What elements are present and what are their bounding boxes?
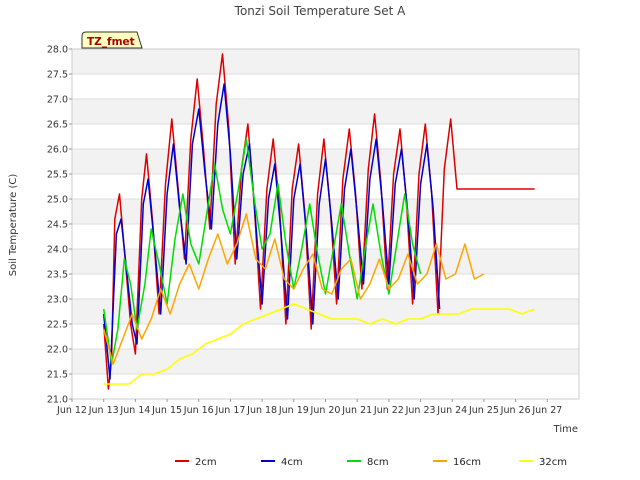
x-tick-label: Jun 12 <box>56 405 87 416</box>
x-tick-label: Jun 15 <box>151 405 182 416</box>
x-tick-label: Jun 16 <box>183 405 214 416</box>
x-tick-label: Jun 21 <box>341 405 372 416</box>
plot-band <box>72 349 579 374</box>
y-tick-label: 27.5 <box>47 70 68 81</box>
x-axis-title: Time <box>553 424 578 435</box>
series-lines <box>102 53 535 390</box>
series-line-32cm <box>103 303 535 385</box>
plot-band <box>72 99 579 124</box>
y-tick-label: 22.5 <box>47 320 68 331</box>
x-tick-label: Jun 14 <box>119 405 150 416</box>
x-tick-label: Jun 24 <box>436 405 467 416</box>
x-tick-label: Jun 20 <box>310 405 341 416</box>
y-tick-label: 25.5 <box>47 170 68 181</box>
x-tick-label: Jun 26 <box>500 405 531 416</box>
legend-label-8cm: 8cm <box>367 457 389 468</box>
legend-label-4cm: 4cm <box>281 457 303 468</box>
x-tick-label: Jun 17 <box>214 405 245 416</box>
plot-band <box>72 299 579 324</box>
y-tick-label: 28.0 <box>47 45 68 56</box>
x-tick-label: Jun 19 <box>278 405 309 416</box>
series-line-16cm <box>102 213 485 365</box>
y-tick-label: 21.5 <box>47 370 68 381</box>
y-axis-title: Soil Temperature (C) <box>8 174 19 277</box>
badge-label: TZ_fmet <box>87 36 135 48</box>
x-tick-label: Jun 22 <box>373 405 404 416</box>
legend: 2cm 4cm 8cm 16cm 32cm <box>175 457 567 468</box>
plot-band <box>72 49 579 74</box>
y-tick-label: 24.5 <box>47 220 68 231</box>
y-tick-label: 21.0 <box>47 395 68 406</box>
y-tick-label: 24.0 <box>47 245 68 256</box>
y-axis-ticks: 21.0 21.5 22.0 22.5 23.0 23.5 24.0 24.5 25.0 25.5… <box>47 45 72 406</box>
x-tick-label: Jun 27 <box>531 405 562 416</box>
series-line-8cm <box>102 138 422 365</box>
legend-label-2cm: 2cm <box>195 457 217 468</box>
y-tick-label: 22.0 <box>47 345 68 356</box>
x-tick-label: Jun 25 <box>468 405 499 416</box>
y-tick-label: 25.0 <box>47 195 68 206</box>
y-tick-label: 26.0 <box>47 145 68 156</box>
legend-label-16cm: 16cm <box>453 457 481 468</box>
x-tick-label: Jun 23 <box>405 405 436 416</box>
plot-band <box>72 199 579 224</box>
y-tick-label: 23.5 <box>47 270 68 281</box>
badge-shape <box>81 31 143 49</box>
y-tick-label: 26.5 <box>47 120 68 131</box>
y-tick-label: 27.0 <box>47 95 68 106</box>
annotation-badge: TZ_fmet <box>81 31 143 49</box>
y-tick-label: 23.0 <box>47 295 68 306</box>
chart-title: Tonzi Soil Temperature Set A <box>234 4 406 18</box>
plot-bands <box>72 49 579 374</box>
x-axis-ticks: Jun 12 Jun 13 Jun 14 Jun 15 Jun 16 Jun 17 Jun … <box>56 399 562 416</box>
x-tick-label: Jun 18 <box>246 405 277 416</box>
x-tick-label: Jun 13 <box>88 405 119 416</box>
legend-label-32cm: 32cm <box>539 457 567 468</box>
